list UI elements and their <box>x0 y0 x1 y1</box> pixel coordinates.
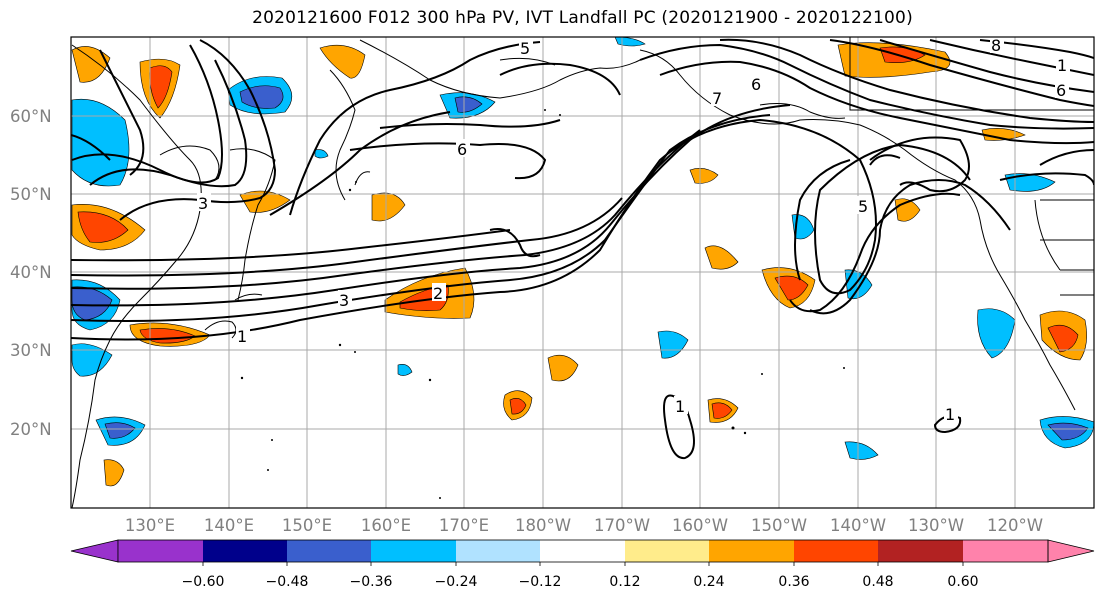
colorbar-tick-label: −0.12 <box>519 574 562 590</box>
contour-label: 1 <box>237 327 247 346</box>
lat-label: 20°N <box>10 420 52 439</box>
contour-label: 3 <box>339 291 349 310</box>
contour-label: 2 <box>433 284 443 303</box>
colorbar-extend-min <box>70 539 119 563</box>
contour-label: 3 <box>198 194 208 213</box>
lon-label: 120°W <box>987 516 1043 535</box>
lat-label: 40°N <box>10 263 52 282</box>
positive-anomaly-region <box>103 459 125 487</box>
islands <box>240 109 845 499</box>
negative-anomaly-region <box>71 98 130 187</box>
lon-label: 150°E <box>282 516 332 535</box>
colorbar-ticks: −0.60 −0.48 −0.36 −0.24 −0.12 0.12 0.24 … <box>182 574 979 590</box>
colorbar-extend-max <box>1047 539 1095 563</box>
coastlines <box>71 37 1094 508</box>
contour-label: 1 <box>945 405 955 424</box>
ivt-contours <box>71 38 1094 460</box>
contour-label: 8 <box>991 36 1001 55</box>
positive-anomaly-region <box>1047 324 1079 353</box>
lon-label: 170°W <box>594 516 650 535</box>
contour-label: 6 <box>751 75 761 94</box>
lat-label: 60°N <box>10 107 52 126</box>
lat-label: 50°N <box>10 185 52 204</box>
colorbar-tick-label: 0.12 <box>609 574 640 590</box>
lon-label: 140°E <box>204 516 254 535</box>
latitude-labels: 60°N 50°N 40°N 30°N 20°N <box>10 107 52 439</box>
contour-label: 1 <box>675 397 685 416</box>
positive-anomaly-region <box>239 190 291 213</box>
contour-label: 1 <box>1057 56 1067 75</box>
positive-anomaly-region <box>319 44 366 79</box>
colorbar <box>70 539 1095 566</box>
graticule <box>71 37 1094 508</box>
negative-anomaly-region <box>1004 173 1056 192</box>
positive-anomaly-region <box>774 275 809 301</box>
colorbar-tick-label: 0.24 <box>693 574 724 590</box>
lon-label: 170°E <box>439 516 489 535</box>
colorbar-segment <box>118 540 203 562</box>
contour-label: 7 <box>712 89 722 108</box>
colorbar-tick-label: −0.24 <box>435 574 478 590</box>
colorbar-segment <box>794 540 878 562</box>
lon-label: 160°W <box>672 516 728 535</box>
negative-anomaly-region <box>977 308 1016 359</box>
positive-anomaly-region <box>711 402 733 419</box>
colorbar-tick-label: −0.60 <box>182 574 225 590</box>
lon-label: 130°E <box>125 516 175 535</box>
map-frame <box>70 36 1095 509</box>
colorbar-tick-label: 0.36 <box>778 574 809 590</box>
colorbar-tick-label: 0.48 <box>862 574 893 590</box>
colorbar-outline <box>117 539 1049 563</box>
longitude-labels: 130°E 140°E 150°E 160°E 170°E 180°W 170°… <box>125 516 1043 535</box>
contour-label-group: 1 2 3 3 5 5 6 6 6 7 8 1 1 1 <box>197 36 1070 424</box>
positive-anomaly-region <box>509 398 527 415</box>
colorbar-segment <box>963 540 1048 562</box>
negative-anomaly-region <box>314 149 329 159</box>
colorbar-tick-label: −0.48 <box>266 574 309 590</box>
map-title: 2020121600 F012 300 hPa PV, IVT Landfall… <box>252 8 913 28</box>
negative-anomaly-region <box>397 364 413 376</box>
negative-anomaly-region <box>71 343 113 377</box>
contour-label: 6 <box>1056 81 1066 100</box>
contour-label: 5 <box>858 197 868 216</box>
lat-label: 30°N <box>10 341 52 360</box>
lon-label: 150°W <box>751 516 807 535</box>
colorbar-tick-label: −0.36 <box>350 574 393 590</box>
colorbar-segment <box>456 540 540 562</box>
colorbar-segment <box>371 540 456 562</box>
negative-anomaly-region <box>657 330 689 359</box>
colorbar-segment <box>878 540 963 562</box>
positive-anomaly-region <box>71 46 111 83</box>
colorbar-tick-label: 0.60 <box>947 574 978 590</box>
negative-anomaly-region <box>1047 422 1089 441</box>
lon-label: 180°W <box>515 516 571 535</box>
colorbar-segment <box>709 540 794 562</box>
positive-anomaly-region <box>547 354 579 382</box>
contour-label: 5 <box>520 39 530 58</box>
positive-anomaly-region <box>704 245 739 270</box>
colorbar-segment <box>625 540 709 562</box>
lon-label: 130°W <box>908 516 964 535</box>
positive-anomaly-region <box>149 65 173 109</box>
lon-label: 140°W <box>830 516 886 535</box>
negative-anomaly-region <box>104 422 136 439</box>
colorbar-segment <box>540 540 625 562</box>
negative-anomaly-region <box>844 441 879 460</box>
contour-label: 6 <box>457 140 467 159</box>
negative-anomaly-region <box>71 286 113 321</box>
colorbar-segment <box>287 540 371 562</box>
positive-anomaly-region <box>77 211 129 243</box>
positive-anomaly-region <box>371 192 406 222</box>
lon-label: 160°E <box>361 516 411 535</box>
colorbar-segment <box>203 540 287 562</box>
